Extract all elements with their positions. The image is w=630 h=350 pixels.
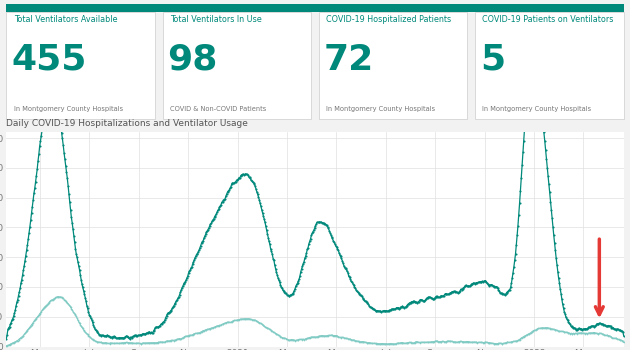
Bar <box>475 12 624 119</box>
Bar <box>319 12 467 119</box>
Text: Total Ventilators Available: Total Ventilators Available <box>14 15 117 24</box>
Text: COVID-19 Hospitalized Patients: COVID-19 Hospitalized Patients <box>326 15 451 24</box>
Text: COVID-19 Patients on Ventilators: COVID-19 Patients on Ventilators <box>483 15 614 24</box>
Text: COVID & Non-COVID Patients: COVID & Non-COVID Patients <box>170 106 266 112</box>
Bar <box>163 12 311 119</box>
Text: 98: 98 <box>168 43 218 77</box>
Text: In Montgomery County Hospitals: In Montgomery County Hospitals <box>326 106 435 112</box>
Bar <box>6 4 624 12</box>
Text: 455: 455 <box>11 43 86 77</box>
Text: Total Ventilators In Use: Total Ventilators In Use <box>170 15 261 24</box>
Text: 5: 5 <box>480 43 505 77</box>
Text: In Montgomery County Hospitals: In Montgomery County Hospitals <box>483 106 592 112</box>
Bar <box>6 12 155 119</box>
Text: 72: 72 <box>324 43 374 77</box>
Text: In Montgomery County Hospitals: In Montgomery County Hospitals <box>14 106 123 112</box>
Text: Daily COVID-19 Hospitalizations and Ventilator Usage: Daily COVID-19 Hospitalizations and Vent… <box>6 119 248 128</box>
